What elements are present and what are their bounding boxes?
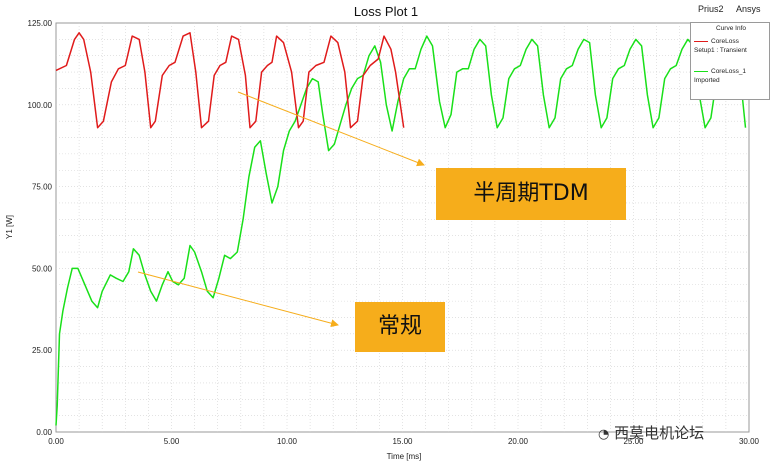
legend: Curve Info CoreLoss Setup1 : Transient C… bbox=[690, 22, 770, 100]
legend-entry-coreloss: CoreLoss Setup1 : Transient bbox=[694, 37, 770, 55]
x-tick-label: 0.00 bbox=[48, 437, 64, 446]
y-tick-label: 100.00 bbox=[28, 101, 53, 110]
x-tick-label: 25.00 bbox=[623, 437, 644, 446]
y-tick-label: 125.00 bbox=[28, 19, 53, 28]
watermark: ◔ 西莫电机论坛 bbox=[598, 422, 704, 443]
legend-title: Curve Info bbox=[716, 25, 746, 32]
series-line-coreloss-1 bbox=[55, 35, 747, 426]
arrow-to-normal bbox=[137, 271, 339, 328]
callout-tdm: 半周期TDM bbox=[436, 168, 626, 220]
wechat-icon: ◔ bbox=[598, 427, 610, 442]
brand-name: Ansys bbox=[736, 4, 761, 14]
x-tick-label: 20.00 bbox=[508, 437, 529, 446]
callout-normal: 常规 bbox=[355, 302, 445, 352]
y-tick-label: 50.00 bbox=[32, 264, 53, 273]
callout-arrows bbox=[137, 91, 425, 328]
y-tick-labels: 0.00 25.00 50.00 75.00 100.00 125.00 bbox=[28, 19, 53, 437]
legend-swatch-green bbox=[694, 70, 708, 72]
x-tick-label: 30.00 bbox=[739, 437, 760, 446]
legend-series-name: CoreLoss_1 bbox=[711, 68, 747, 75]
arrow-to-tdm bbox=[237, 91, 425, 167]
x-tick-labels: 0.00 5.00 10.00 15.00 20.00 25.00 30.00 bbox=[48, 437, 759, 446]
chart-series bbox=[55, 32, 747, 426]
y-tick-label: 25.00 bbox=[32, 346, 53, 355]
x-tick-label: 10.00 bbox=[277, 437, 298, 446]
chart-grid bbox=[55, 22, 750, 433]
series-line-coreloss bbox=[55, 32, 405, 129]
watermark-text: 西莫电机论坛 bbox=[614, 424, 705, 442]
legend-series-name: CoreLoss bbox=[711, 38, 739, 45]
y-axis-label: Y1 [W] bbox=[5, 215, 14, 239]
y-tick-label: 0.00 bbox=[36, 428, 52, 437]
x-tick-label: 5.00 bbox=[164, 437, 180, 446]
x-tick-label: 15.00 bbox=[392, 437, 413, 446]
legend-entry-coreloss-1: CoreLoss_1 Imported bbox=[694, 67, 770, 85]
x-axis-label: Time [ms] bbox=[387, 452, 422, 461]
legend-series-source: Setup1 : Transient bbox=[694, 47, 747, 54]
project-name: Prius2 bbox=[698, 4, 724, 14]
chart-title: Loss Plot 1 bbox=[354, 4, 418, 19]
legend-swatch-red bbox=[694, 40, 708, 42]
y-tick-label: 75.00 bbox=[32, 183, 53, 192]
legend-series-source: Imported bbox=[694, 77, 720, 84]
